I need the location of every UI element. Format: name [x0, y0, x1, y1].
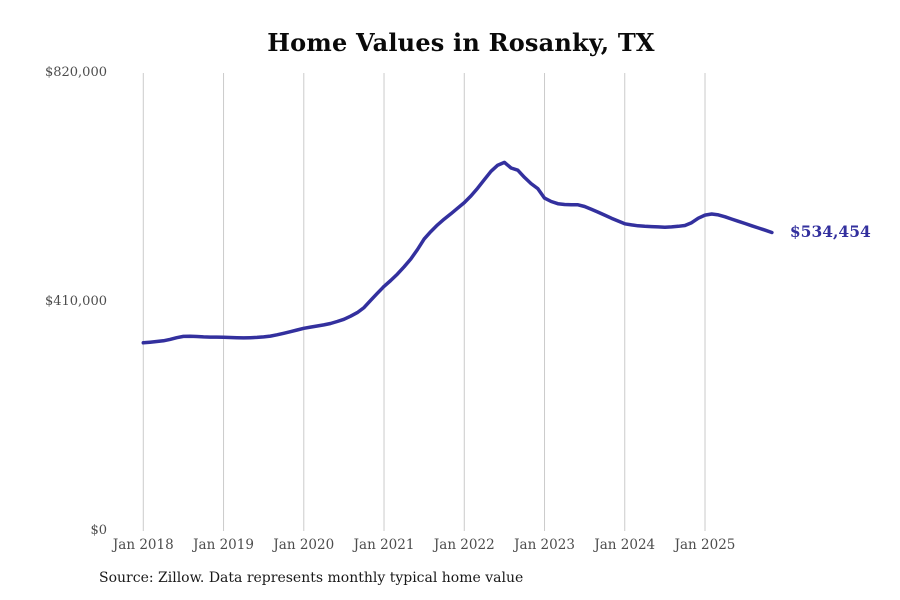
x-tick-label: Jan 2022 [433, 537, 495, 553]
x-tick-label: Jan 2019 [193, 537, 254, 553]
vertical-gridlines [142, 73, 706, 531]
x-tick-label: Jan 2025 [674, 537, 736, 553]
x-tick-label: Jan 2018 [112, 537, 174, 553]
x-tick-label: Jan 2020 [273, 537, 335, 553]
last-value-label: $534,454 [789, 222, 871, 242]
y-tick-label: $820,000 [44, 65, 107, 80]
x-tick-label: Jan 2023 [514, 537, 575, 553]
chart-title: Home Values in Rosanky, TX [267, 28, 655, 57]
x-tick-label: Jan 2024 [594, 537, 656, 553]
source-note: Source: Zillow. Data represents monthly … [99, 570, 524, 586]
y-tick-label: $410,000 [44, 294, 107, 309]
y-tick-label: $0 [90, 523, 107, 538]
home-value-line [141, 160, 774, 345]
x-tick-label: Jan 2021 [353, 537, 415, 553]
